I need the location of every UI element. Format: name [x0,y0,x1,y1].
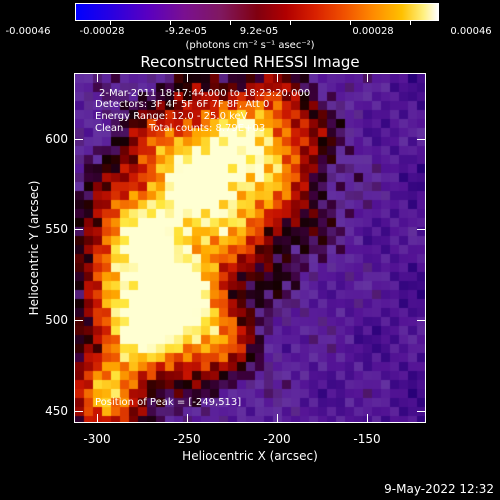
y-tick-label: 500 [45,313,68,327]
y-major-tick-right [417,320,426,321]
y-major-tick [74,320,83,321]
colorbar-tick-mark [350,21,351,25]
y-axis-label: Heliocentric Y (arcsec) [27,180,41,316]
y-major-tick [74,139,83,140]
image-plot-area: 2-Mar-2011 18:17:44.000 to 18:23:20.000 … [74,73,426,423]
info-total-counts: Total counts: 8.79E+03 [149,123,266,134]
x-major-tick-top [367,73,368,82]
x-major-tick [277,414,278,423]
x-major-tick-top [277,73,278,82]
x-major-tick-top [97,73,98,82]
info-clean: Clean [95,123,124,134]
colorbar-tick-mark [290,21,291,25]
x-tick-label: -150 [353,432,381,446]
colorbar-tick-mark [410,21,411,25]
colorbar-tick-label: 0.00028 [352,26,394,37]
x-tick-label: -250 [173,432,201,446]
x-tick-label: -200 [263,432,291,446]
colorbar-tick-label: 0.00046 [450,26,492,37]
colorbar-tick-label: -9.2e-05 [165,26,207,37]
x-major-tick [97,414,98,423]
colorbar-tick-mark [170,21,171,25]
y-tick-label: 450 [45,404,68,418]
footer-date: 9-May-2022 12:32 [384,482,494,496]
colorbar [75,3,439,21]
info-energy-range: Energy Range: 12.0 - 25.0 keV [95,111,248,122]
colorbar-tick-label: -0.00046 [5,26,51,37]
colorbar-units-label: (photons cm⁻² s⁻¹ asec⁻²) [185,40,315,51]
x-axis-label: Heliocentric X (arcsec) [182,449,318,463]
y-major-tick-right [417,411,426,412]
y-major-tick-right [417,139,426,140]
rhessi-heatmap [75,74,425,422]
plot-title: Reconstructed RHESSI Image [140,53,360,71]
y-major-tick [74,411,83,412]
peak-position-label: Position of Peak = [-249,513] [95,397,242,408]
x-major-tick [187,414,188,423]
y-major-tick-right [417,229,426,230]
info-detectors: Detectors: 3F 4F 5F 6F 7F 8F, Att 0 [95,99,270,110]
colorbar-tick-label: -0.00028 [79,26,125,37]
x-major-tick-top [187,73,188,82]
colorbar-tick-label: 9.2e-05 [239,26,279,37]
y-tick-label: 600 [45,132,68,146]
info-time-range: 2-Mar-2011 18:17:44.000 to 18:23:20.000 [99,88,311,99]
y-major-tick [74,229,83,230]
colorbar-tick-mark [230,21,231,25]
y-tick-label: 550 [45,222,68,236]
colorbar-tick-mark [110,21,111,25]
x-tick-label: -300 [83,432,111,446]
x-major-tick [367,414,368,423]
